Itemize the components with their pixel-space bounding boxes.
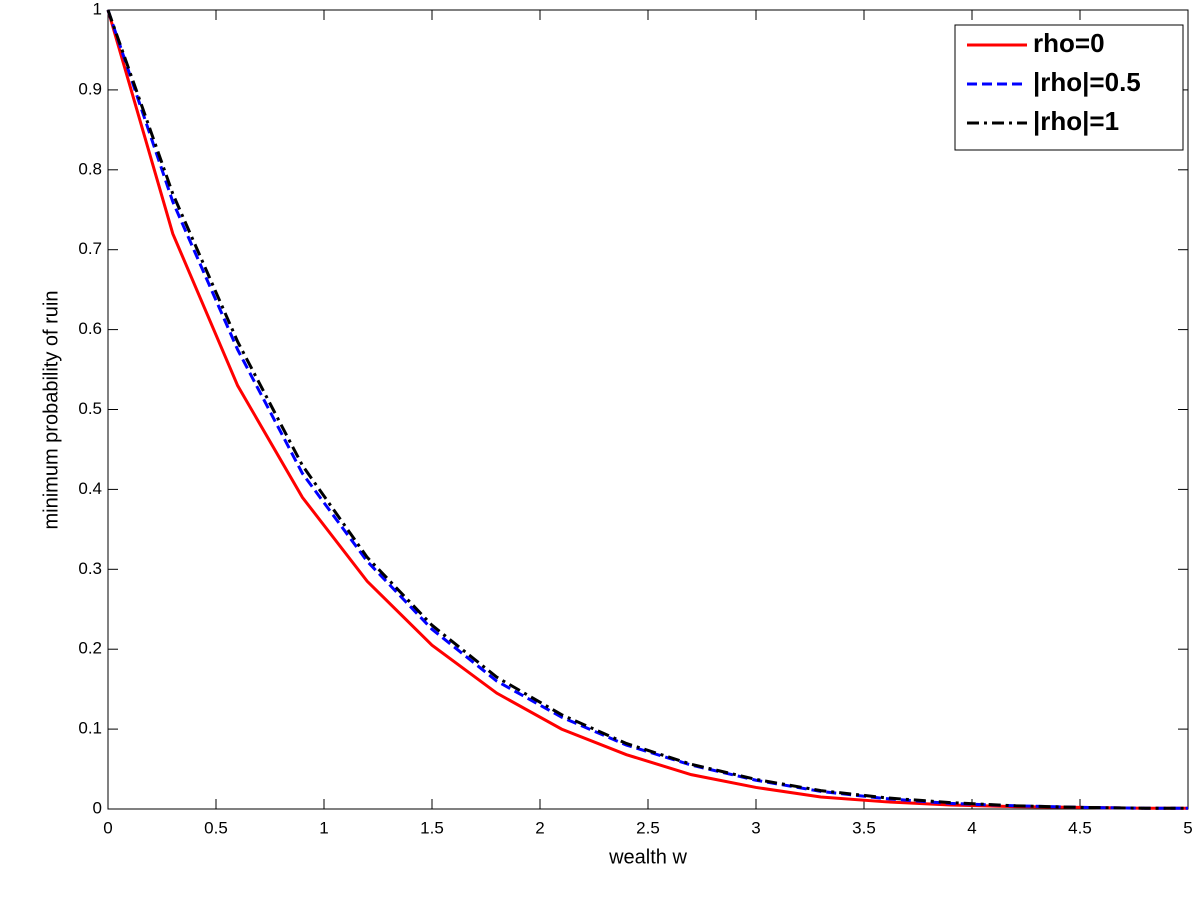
x-tick-label: 3.5 — [852, 818, 876, 837]
x-tick-label: 1.5 — [420, 818, 444, 837]
y-tick-label: 0.9 — [78, 79, 102, 98]
y-tick-label: 1 — [93, 0, 102, 18]
y-tick-label: 0 — [93, 798, 102, 817]
x-axis-label: wealth w — [608, 846, 687, 868]
y-tick-label: 0.4 — [78, 479, 102, 498]
x-tick-label: 5 — [1183, 818, 1192, 837]
x-tick-label: 3 — [751, 818, 760, 837]
y-axis-label: minimum probability of ruin — [40, 291, 62, 530]
x-tick-label: 1 — [319, 818, 328, 837]
legend-label: rho=0 — [1033, 28, 1105, 58]
x-tick-label: 4 — [967, 818, 976, 837]
x-tick-label: 2.5 — [636, 818, 660, 837]
x-tick-label: 4.5 — [1068, 818, 1092, 837]
x-tick-label: 0 — [103, 818, 112, 837]
legend-label: |rho|=0.5 — [1033, 67, 1141, 97]
x-tick-label: 2 — [535, 818, 544, 837]
x-tick-label: 0.5 — [204, 818, 228, 837]
y-tick-label: 0.6 — [78, 319, 102, 338]
y-tick-label: 0.1 — [78, 719, 102, 738]
y-tick-label: 0.8 — [78, 159, 102, 178]
y-tick-label: 0.7 — [78, 239, 102, 258]
legend-label: |rho|=1 — [1033, 106, 1119, 136]
y-tick-label: 0.5 — [78, 399, 102, 418]
series-line — [106, 9, 1188, 810]
y-tick-label: 0.3 — [78, 559, 102, 578]
y-tick-label: 0.2 — [78, 639, 102, 658]
